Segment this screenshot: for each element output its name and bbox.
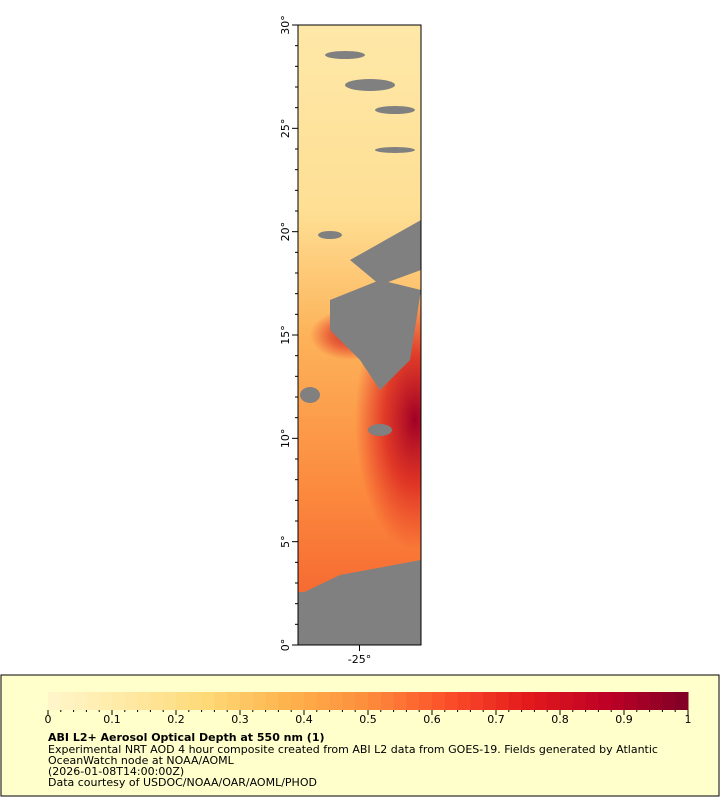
colorbar-cell	[572, 692, 587, 710]
legend-text: Experimental NRT AOD 4 hour composite cr…	[48, 743, 658, 756]
colorbar-cell	[598, 692, 612, 710]
colorbar-cell	[585, 692, 599, 710]
colorbar-cell	[611, 692, 625, 710]
y-tick-label: 30°	[279, 15, 292, 35]
colorbar-cell	[521, 692, 535, 710]
colorbar-cell	[278, 692, 292, 710]
colorbar-cell	[470, 692, 484, 710]
colorbar-cell	[60, 692, 75, 710]
colorbar-tick-label: 0.2	[167, 713, 185, 726]
colorbar-cell	[99, 692, 113, 710]
colorbar-cell	[86, 692, 100, 710]
colorbar-tick-label: 0.7	[487, 713, 505, 726]
x-tick-label: -25°	[348, 653, 371, 666]
colorbar-cell	[649, 692, 663, 710]
legend-text: (2026-01-08T14:00:00Z)	[48, 765, 184, 778]
colorbar-tick-label: 0.8	[551, 713, 569, 726]
colorbar-cell	[444, 692, 459, 710]
colorbar-cell	[176, 692, 190, 710]
colorbar-cell	[163, 692, 177, 710]
colorbar-cell	[227, 692, 241, 710]
y-tick-label: 5°	[279, 535, 292, 548]
y-tick-label: 10°	[279, 429, 292, 449]
colorbar-cell	[393, 692, 407, 710]
colorbar-tick-label: 1	[685, 713, 692, 726]
colorbar-cell	[342, 692, 356, 710]
colorbar-cell	[547, 692, 561, 710]
colorbar-cell	[240, 692, 254, 710]
colorbar-cell	[304, 692, 318, 710]
colorbar-cell	[291, 692, 305, 710]
colorbar-cell	[150, 692, 164, 710]
colorbar-cell	[496, 692, 510, 710]
legend-text: OceanWatch node at NOAA/AOML	[48, 754, 235, 767]
colorbar-cell	[73, 692, 87, 710]
colorbar-cell	[406, 692, 420, 710]
colorbar-tick-label: 0	[45, 713, 52, 726]
legend-title: ABI L2+ Aerosol Optical Depth at 550 nm …	[48, 731, 325, 744]
y-tick-label: 20°	[279, 222, 292, 242]
colorbar-cell	[214, 692, 228, 710]
colorbar-cell	[316, 692, 331, 710]
colorbar-cell	[201, 692, 215, 710]
colorbar-cell	[329, 692, 343, 710]
colorbar-cell	[560, 692, 574, 710]
y-tick-label: 0°	[279, 639, 292, 652]
colorbar-cell	[48, 692, 62, 710]
colorbar-cell	[636, 692, 651, 710]
colorbar-cell	[112, 692, 126, 710]
colorbar-cell	[419, 692, 433, 710]
colorbar-tick-label: 0.5	[359, 713, 377, 726]
colorbar-tick-label: 0.1	[103, 713, 121, 726]
colorbar-tick-label: 0.9	[615, 713, 633, 726]
colorbar-cell	[265, 692, 279, 710]
aod-raster	[298, 25, 421, 645]
colorbar-cell	[483, 692, 497, 710]
colorbar-cell	[675, 692, 689, 710]
colorbar-cell	[355, 692, 369, 710]
legend-text: Data courtesy of USDOC/NOAA/OAR/AOML/PHO…	[48, 776, 317, 789]
colorbar-cell	[432, 692, 446, 710]
colorbar-cell	[137, 692, 151, 710]
colorbar-cell	[662, 692, 676, 710]
colorbar-cell	[188, 692, 203, 710]
colorbar-cell	[508, 692, 523, 710]
colorbar-cell	[624, 692, 638, 710]
colorbar-cell	[252, 692, 267, 710]
y-tick-label: 25°	[279, 119, 292, 139]
colorbar-cell	[380, 692, 395, 710]
colorbar-cell	[368, 692, 382, 710]
colorbar-cell	[534, 692, 548, 710]
colorbar-tick-label: 0.4	[295, 713, 313, 726]
colorbar-tick-label: 0.6	[423, 713, 441, 726]
colorbar-tick-label: 0.3	[231, 713, 249, 726]
colorbar-cell	[457, 692, 471, 710]
colorbar-cell	[124, 692, 139, 710]
y-tick-label: 15°	[279, 325, 292, 345]
